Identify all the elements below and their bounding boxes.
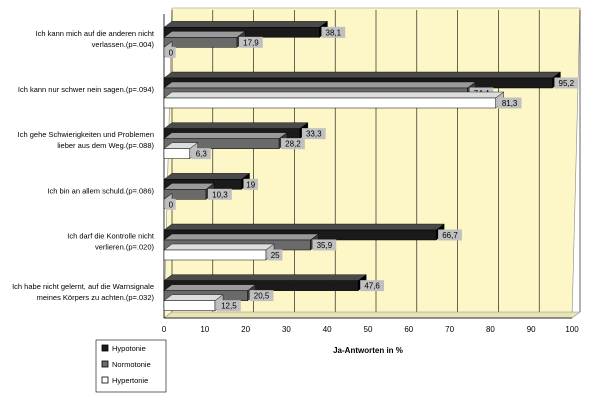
bar-top-face [163, 243, 275, 251]
data-label-box [243, 178, 258, 190]
data-label: 17,9 [243, 38, 259, 47]
x-tick-label: 30 [282, 325, 291, 334]
data-label: 28,2 [285, 140, 301, 149]
data-label: 20,5 [254, 292, 270, 301]
x-tick-label: 80 [486, 325, 495, 334]
category-label: Ich darf die Kontrolle nicht verlieren.(p… [67, 232, 155, 252]
bar-top-face [163, 173, 251, 180]
x-tick-label: 40 [323, 325, 332, 334]
bar-top-face [163, 132, 288, 139]
data-label-box [217, 300, 241, 312]
legend-label: Normotonie [112, 360, 151, 369]
data-label: 0 [169, 200, 174, 209]
data-label-box [166, 46, 176, 58]
data-label: 66,7 [442, 231, 458, 240]
category-label-line: Ich bin an allem schuld.(p=.086) [47, 186, 154, 195]
data-label-box [497, 97, 522, 109]
data-label-box [438, 229, 462, 241]
bar-top-face [163, 21, 329, 28]
legend-label: Hypertonie [112, 376, 148, 385]
data-label-box [166, 198, 176, 210]
data-label-box [239, 36, 263, 48]
legend-swatch [101, 344, 109, 352]
bar-top-face [163, 81, 477, 89]
bar-top-face [163, 122, 309, 129]
bar-top-face [163, 274, 367, 281]
bar-hypertonie [163, 148, 190, 159]
legend-swatch [101, 360, 109, 368]
bar-normotonie [163, 37, 238, 48]
data-label: 12,5 [221, 302, 237, 311]
category-label-line: verlassen.(p=.004) [92, 40, 155, 49]
data-label-box [301, 128, 326, 140]
category-label-line: Ich kann nur schwer nein sagen.(p=.094) [18, 85, 155, 94]
data-label: 47,6 [364, 282, 380, 291]
data-label: 6,3 [196, 150, 208, 159]
bar-top-face [163, 183, 215, 190]
x-tick-label: 100 [565, 325, 579, 334]
bar-top-face [163, 284, 257, 291]
category-label-line: Ich habe nicht gelernt, auf die Warnsign… [12, 282, 154, 291]
data-label-box [268, 249, 283, 261]
category-label-line: verlieren.(p=.020) [95, 243, 154, 252]
x-tick-labels: 0 10 20 30 40 50 60 70 80 90 100 [162, 325, 579, 334]
bar-hypertonie [163, 97, 496, 109]
bar-top-face [163, 71, 562, 79]
x-tick-label: 70 [445, 325, 454, 334]
category-label: Ich kann mich auf die anderen nicht verla… [36, 29, 155, 49]
data-label: 0 [169, 48, 174, 57]
data-label: 10,3 [212, 190, 228, 199]
bars-group: 38,117,9095,274,481,333,328,26,31910,306… [163, 20, 579, 312]
bar-top-face [163, 91, 505, 99]
data-label: 95,2 [559, 79, 575, 88]
data-label: 38,1 [326, 28, 342, 37]
data-label-box [249, 290, 274, 302]
plot-3d-floor [163, 311, 581, 319]
bar-hypertonie [163, 249, 267, 261]
category-label-line: Ich gehe Schwierigkeiten und Problemen [18, 130, 154, 139]
data-label-box [312, 239, 337, 251]
x-tick-label: 50 [364, 325, 373, 334]
bar-top-face [163, 294, 224, 301]
data-label: 35,9 [317, 241, 333, 250]
data-label-box [191, 148, 211, 160]
legend-swatch [101, 376, 109, 384]
bar-top-face [163, 31, 246, 38]
data-label-box [281, 138, 305, 150]
x-tick-label: 0 [162, 325, 167, 334]
data-label-box [208, 188, 232, 200]
bar-top-face [163, 223, 445, 231]
x-tick-label: 20 [241, 325, 250, 334]
data-label: 25 [271, 251, 280, 260]
category-labels: Ich kann mich auf die anderen nicht verla… [12, 29, 155, 302]
gridlines [163, 10, 581, 319]
bar-hypertonie [163, 300, 216, 311]
data-label-box [554, 77, 579, 89]
data-label: 81,3 [502, 99, 518, 108]
x-tick-label: 60 [404, 325, 413, 334]
category-label: Ich habe nicht gelernt, auf die Warnsign… [12, 282, 154, 302]
data-label-box [360, 280, 385, 292]
category-label-line: lieber aus dem Weg.(p=.088) [57, 141, 154, 150]
data-label: 19 [246, 180, 255, 189]
bar-top-face [163, 233, 320, 241]
category-label: Ich gehe Schwierigkeiten und Problemen li… [18, 130, 155, 150]
data-label-box [321, 26, 346, 38]
category-label-line: meines Körpers zu achten.(p=.032) [37, 293, 155, 302]
category-label: Ich bin an allem schuld.(p=.086) [47, 186, 154, 195]
legend: Hypotonie Normotonie Hypertonie [95, 339, 167, 393]
legend-label: Hypotonie [112, 344, 146, 353]
category-label: Ich kann nur schwer nein sagen.(p=.094) [18, 85, 155, 94]
x-tick-label: 10 [200, 325, 209, 334]
category-label-line: Ich kann mich auf die anderen nicht [36, 29, 155, 38]
x-axis-title: Ja-Antworten in % [333, 346, 403, 355]
plot-3d-back-wall [163, 7, 581, 319]
x-tick-label: 90 [527, 325, 536, 334]
category-label-line: Ich darf die Kontrolle nicht [67, 232, 155, 241]
data-label: 33,3 [306, 130, 322, 139]
